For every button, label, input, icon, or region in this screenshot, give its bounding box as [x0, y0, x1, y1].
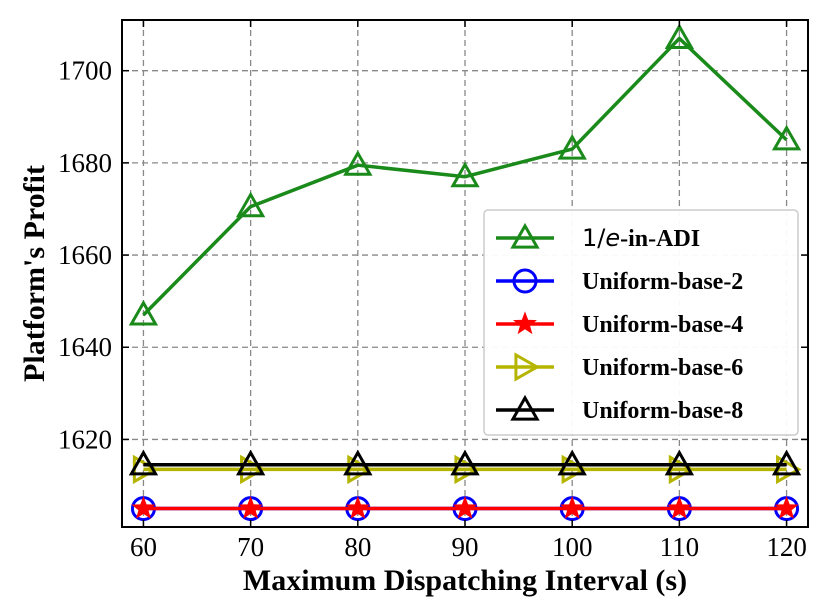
data-point — [238, 495, 263, 519]
data-point — [343, 449, 373, 476]
data-point — [343, 150, 373, 176]
axis-ticks: 60 70 80 90 100 110 120 1620 1640 1660 1680 1700 — [58, 20, 808, 562]
y-tick-label: 1660 — [58, 240, 112, 270]
x-tick-label: 60 — [130, 532, 157, 562]
data-point — [235, 449, 266, 476]
legend: 1/e-in-ADI Uniform-base-2 Uniform-base-4 Un… — [483, 209, 799, 436]
data-point — [453, 495, 477, 519]
legend-label: Uniform-base-2 — [582, 269, 743, 295]
legend-marker — [510, 222, 540, 249]
series-uniform-base-6 — [132, 454, 802, 485]
legend-marker — [510, 394, 540, 421]
data-point — [345, 495, 370, 519]
legend-item: 1/e-in-ADI — [496, 222, 700, 252]
legend-item: Uniform-base-4 — [496, 311, 743, 338]
data-point — [774, 495, 799, 519]
data-point — [450, 449, 480, 476]
legend-label: 1/e-in-ADI — [582, 224, 700, 252]
x-tick-label: 110 — [660, 532, 700, 562]
legend-box — [483, 209, 799, 436]
series-uniform-base-4 — [131, 495, 799, 519]
data-point — [235, 191, 266, 218]
y-axis-label: Platform's Profit — [18, 165, 51, 382]
x-axis-label: Maximum Dispatching Interval (s) — [243, 564, 687, 597]
x-tick-label: 90 — [452, 532, 479, 562]
data-point — [667, 495, 692, 519]
legend-item: Uniform-base-2 — [496, 268, 743, 295]
x-tick-label: 100 — [552, 532, 593, 562]
y-tick-label: 1680 — [58, 148, 112, 178]
series-line — [142, 35, 788, 317]
data-point — [557, 449, 587, 476]
series-1-e-in-adi — [128, 23, 802, 326]
y-tick-label: 1620 — [58, 424, 112, 454]
legend-item: Uniform-base-6 — [496, 352, 743, 382]
legend-item: Uniform-base-8 — [496, 394, 743, 424]
x-tick-label: 70 — [237, 532, 264, 562]
series-layer — [128, 23, 802, 522]
x-tick-label: 80 — [344, 532, 371, 562]
legend-marker — [513, 311, 537, 335]
data-point — [664, 449, 695, 476]
y-tick-label: 1640 — [58, 332, 112, 362]
data-point — [128, 449, 159, 476]
legend-marker — [512, 268, 538, 294]
data-point — [557, 133, 587, 160]
x-tick-label: 120 — [766, 532, 807, 562]
data-point — [664, 23, 695, 50]
data-point — [771, 449, 802, 476]
series-uniform-base-8 — [128, 449, 802, 476]
legend-label: Uniform-base-8 — [582, 398, 743, 424]
data-point — [560, 495, 585, 519]
data-point — [131, 495, 156, 519]
data-point — [771, 124, 802, 151]
legend-marker — [514, 352, 541, 382]
data-point — [128, 299, 159, 326]
legend-label: Uniform-base-4 — [582, 312, 743, 338]
data-point — [450, 161, 480, 188]
y-tick-label: 1700 — [58, 56, 112, 86]
legend-label: Uniform-base-6 — [582, 355, 743, 381]
